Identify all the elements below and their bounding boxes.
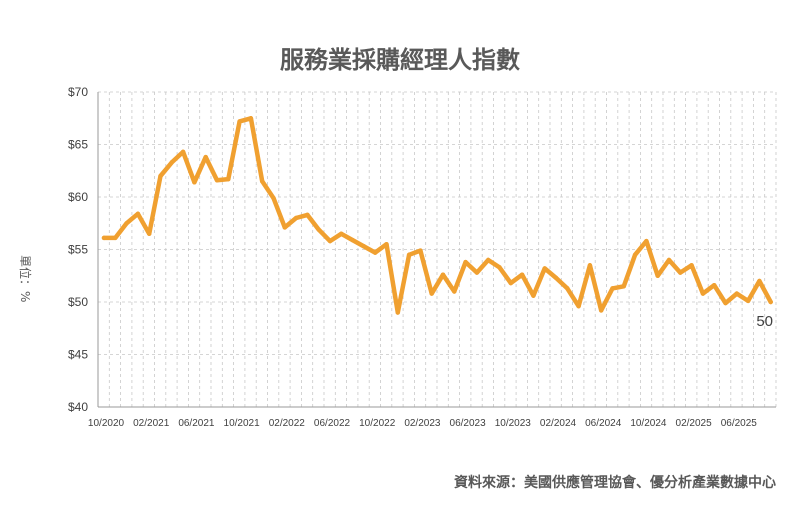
data-point [316,227,321,232]
data-point [486,257,491,263]
data-point [248,116,254,121]
x-tick-label: 02/2022 [269,418,306,429]
y-tick-label: $60 [68,190,88,204]
data-point [632,252,638,257]
data-point [678,270,683,275]
data-point [339,231,344,236]
data-point [440,272,446,277]
data-point [508,280,513,286]
end-value-label: 50 [756,313,773,330]
data-point [226,176,231,182]
data-point [723,300,728,306]
data-point [429,291,434,296]
data-point [180,149,186,155]
data-point [655,273,660,278]
data-point [768,299,773,305]
data-point [384,242,389,247]
data-point [700,291,706,296]
data-point [531,293,536,298]
data-point [406,252,412,257]
y-tick-label: $65 [68,138,88,152]
data-point [463,259,468,265]
data-point [395,310,400,315]
data-point [689,263,694,268]
data-point [757,278,762,284]
data-point [452,289,457,294]
y-tick-label: $50 [68,295,88,309]
data-point [565,286,570,291]
x-tick-label: 02/2023 [404,418,441,429]
x-tick-label: 02/2024 [540,418,577,429]
data-point [293,215,299,221]
data-point [169,160,174,165]
data-point [350,237,355,243]
data-point [192,180,197,185]
chart-title: 服務業採購經理人指數 [280,46,520,74]
data-point [124,221,129,226]
data-point [158,173,163,179]
data-point [497,265,502,270]
x-tick-label: 10/2020 [88,418,125,429]
data-point [237,119,242,124]
data-point [260,179,265,184]
data-point [610,286,615,291]
data-point [135,211,141,216]
data-point [373,250,378,255]
y-tick-label: $45 [68,348,88,362]
data-point [542,266,547,271]
x-tick-label: 02/2021 [133,418,170,429]
data-point [644,238,649,244]
x-tick-label: 10/2023 [495,418,532,429]
series-line [101,116,773,315]
data-point [553,275,559,281]
y-tick-label: $40 [68,400,88,414]
data-point [712,283,717,288]
data-point [599,308,604,313]
data-point [305,212,310,218]
source-note: 資料來源：美國供應管理協會、優分析產業數據中心 [454,475,776,491]
data-point [113,235,118,241]
data-point [587,263,593,268]
data-point [147,231,152,236]
data-point [327,238,333,244]
data-point [576,304,581,309]
y-tick-label: $55 [68,243,88,257]
data-point [214,178,220,183]
x-tick-label: 10/2022 [359,418,396,429]
x-tick-label: 06/2022 [314,418,351,429]
data-point [666,257,672,263]
x-tick-label: 02/2025 [676,418,713,429]
x-tick-label: 10/2024 [630,418,667,429]
data-point [519,272,525,277]
data-point [282,225,287,230]
data-point [203,154,208,160]
data-point [271,195,276,201]
x-tick-label: 10/2021 [224,418,261,429]
data-point [101,235,107,241]
x-tick-label: 06/2021 [178,418,215,429]
x-tick-label: 06/2025 [721,418,758,429]
data-point [361,244,367,249]
x-tick-label: 06/2024 [585,418,622,429]
y-tick-label: $70 [68,85,88,99]
x-tick-label: 06/2023 [450,418,487,429]
data-point [474,270,480,275]
data-point [418,248,423,253]
data-point [621,284,626,289]
data-point [734,291,739,296]
data-point [745,298,751,304]
